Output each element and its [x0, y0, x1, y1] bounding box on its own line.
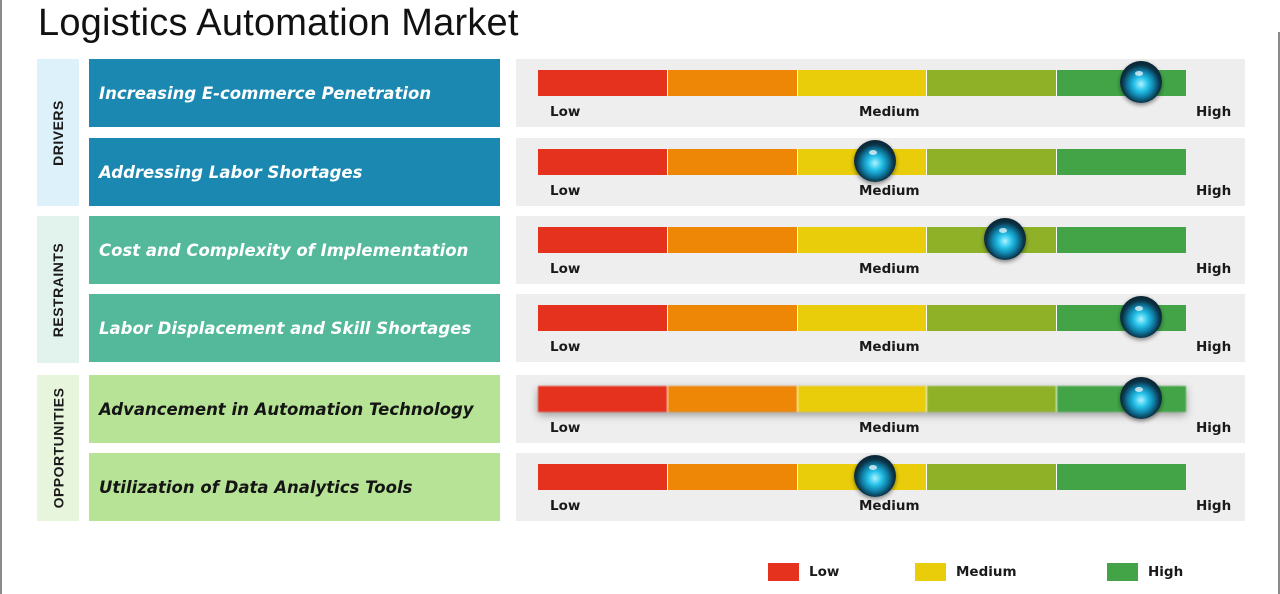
gauge-segment — [667, 227, 798, 253]
gauge-bar — [538, 386, 1186, 412]
gauge-high-label: High — [1196, 104, 1232, 120]
gauge-high-label: High — [1196, 183, 1232, 199]
gauge-marker — [853, 455, 896, 497]
gauge-marker — [853, 140, 896, 182]
category-opportunities: OPPORTUNITIES — [37, 375, 79, 521]
gauge-low-label: Low — [550, 104, 581, 120]
gauge-segment — [797, 305, 928, 331]
gauge-marker — [1119, 377, 1162, 419]
factor-label: Increasing E-commerce Penetration — [99, 83, 432, 103]
impact-gauge: Low Medium High — [516, 216, 1245, 284]
gauge-bar — [538, 305, 1186, 331]
gauge-segment — [1057, 227, 1186, 253]
gauge-segment — [797, 227, 928, 253]
gauge-segment — [927, 70, 1058, 96]
gauge-high-label: High — [1196, 339, 1232, 355]
factor-box: Addressing Labor Shortages — [89, 138, 500, 206]
gauge-segment — [927, 386, 1058, 412]
gauge-marker — [983, 218, 1026, 260]
gauge-segment — [1057, 149, 1186, 175]
gauge-bar — [538, 227, 1186, 253]
factor-label: Utilization of Data Analytics Tools — [99, 477, 413, 497]
gauge-high-label: High — [1196, 420, 1232, 436]
gauge-bar — [538, 70, 1186, 96]
gauge-high-label: High — [1196, 261, 1232, 277]
impact-gauge: Low Medium High — [516, 59, 1245, 127]
legend-swatch — [1107, 563, 1138, 581]
gauge-marker — [1119, 296, 1162, 338]
gauge-segment — [538, 227, 668, 253]
gauge-medium-label: Medium — [859, 261, 920, 277]
legend-item-high: High — [1107, 563, 1183, 581]
frame-right-border — [1278, 32, 1280, 594]
gauge-low-label: Low — [550, 498, 581, 514]
legend-label: Medium — [956, 564, 1017, 580]
gauge-segment — [927, 305, 1058, 331]
gauge-segment — [667, 70, 798, 96]
impact-gauge: Low Medium High — [516, 375, 1245, 443]
gauge-segment — [538, 386, 668, 412]
gauge-segment — [538, 70, 668, 96]
gauge-medium-label: Medium — [859, 498, 920, 514]
gauge-high-label: High — [1196, 498, 1232, 514]
factor-label: Advancement in Automation Technology — [99, 399, 474, 419]
page-title: Logistics Automation Market — [38, 2, 519, 44]
legend-label: Low — [809, 564, 840, 580]
factor-box: Increasing E-commerce Penetration — [89, 59, 500, 127]
factor-label: Addressing Labor Shortages — [99, 162, 363, 182]
impact-gauge: Low Medium High — [516, 138, 1245, 206]
gauge-segment — [797, 70, 928, 96]
gauge-low-label: Low — [550, 261, 581, 277]
factor-box: Utilization of Data Analytics Tools — [89, 453, 500, 521]
gauge-marker — [1119, 61, 1162, 103]
gauge-medium-label: Medium — [859, 339, 920, 355]
category-restraints: RESTRAINTS — [37, 216, 79, 363]
gauge-segment — [667, 386, 798, 412]
gauge-segment — [538, 149, 668, 175]
legend-item-medium: Medium — [915, 563, 1017, 581]
factor-box: Advancement in Automation Technology — [89, 375, 500, 443]
factor-box: Labor Displacement and Skill Shortages — [89, 294, 500, 362]
gauge-medium-label: Medium — [859, 183, 920, 199]
gauge-segment — [797, 386, 928, 412]
gauge-segment — [927, 149, 1058, 175]
gauge-segment — [667, 149, 798, 175]
gauge-medium-label: Medium — [859, 420, 920, 436]
gauge-segment — [667, 305, 798, 331]
impact-gauge: Low Medium High — [516, 453, 1245, 521]
legend-label: High — [1148, 564, 1184, 580]
gauge-segment — [538, 464, 668, 490]
gauge-bar — [538, 464, 1186, 490]
gauge-low-label: Low — [550, 339, 581, 355]
category-label-restraints: RESTRAINTS — [50, 242, 67, 337]
category-drivers: DRIVERS — [37, 59, 79, 206]
legend-swatch — [915, 563, 946, 581]
factor-label: Labor Displacement and Skill Shortages — [99, 318, 472, 338]
legend-item-low: Low — [768, 563, 839, 581]
gauge-low-label: Low — [550, 183, 581, 199]
gauge-segment — [927, 464, 1058, 490]
gauge-segment — [667, 464, 798, 490]
gauge-low-label: Low — [550, 420, 581, 436]
gauge-segment — [538, 305, 668, 331]
gauge-segment — [1057, 464, 1186, 490]
category-label-opportunities: OPPORTUNITIES — [50, 387, 67, 509]
factor-label: Cost and Complexity of Implementation — [99, 240, 469, 260]
frame-left-border — [0, 0, 2, 594]
category-label-drivers: DRIVERS — [50, 99, 67, 166]
factor-box: Cost and Complexity of Implementation — [89, 216, 500, 284]
gauge-medium-label: Medium — [859, 104, 920, 120]
impact-gauge: Low Medium High — [516, 294, 1245, 362]
legend-swatch — [768, 563, 799, 581]
